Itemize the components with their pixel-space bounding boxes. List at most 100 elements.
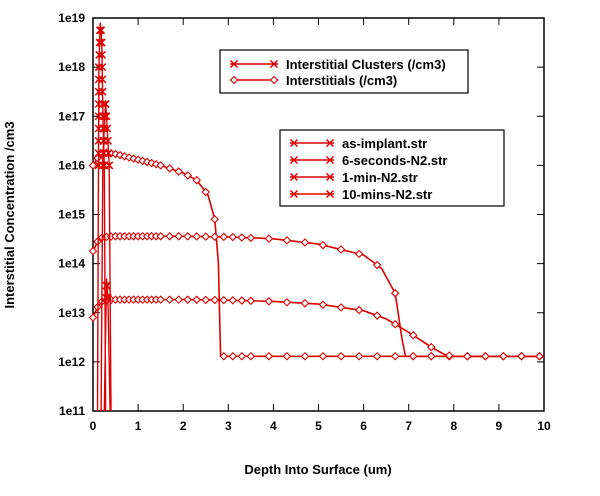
diamond-marker [228,296,238,305]
diamond-marker [219,352,229,361]
x-tick-label: 7 [405,419,412,433]
x-marker [102,293,111,302]
diamond-marker [246,296,256,306]
x-marker [100,112,109,121]
diamond-marker [372,352,382,361]
diamond-marker [183,232,192,241]
interstitials-series [88,232,544,361]
y-tick-label: 1e19 [58,11,85,25]
x-marker [105,161,114,170]
diamond-marker [354,305,364,315]
diamond-marker [426,352,436,361]
y-tick-label: 1e12 [58,355,85,369]
diamond-marker [336,303,346,312]
x-marker [98,75,107,84]
diamond-marker [129,154,138,163]
diamond-marker [300,299,310,308]
diamond-marker [237,233,247,242]
legend-label: Interstitials (/cm3) [286,73,397,88]
diamond-marker [282,297,292,307]
x-marker [325,138,335,148]
diamond-marker [192,175,202,185]
diamond-marker [192,232,202,241]
diamond-marker [88,161,98,170]
diamond-marker [93,153,102,163]
diamond-marker [174,232,183,241]
diamond-marker [237,352,247,361]
x-marker [103,136,112,145]
x-marker [103,293,112,302]
x-tick-label: 10 [537,419,551,433]
diamond-marker [372,311,382,320]
diamond-marker [246,352,256,361]
x-tick-label: 8 [450,419,457,433]
x-tick-label: 1 [135,419,142,433]
x-marker [98,63,107,72]
diamond-marker [88,313,98,322]
diamond-marker [318,240,328,250]
x-marker [95,26,105,35]
x-marker [95,38,104,47]
x-marker [95,50,104,59]
diamond-marker [201,232,211,241]
diamond-marker [156,295,165,304]
x-marker [289,189,299,199]
clusters-line [103,278,111,412]
diamond-marker [219,232,229,242]
x-marker [289,155,299,165]
diamond-marker [372,260,382,270]
diamond-marker [264,297,274,306]
x-tick-label: 0 [90,419,97,433]
diamond-marker [174,167,183,176]
diamond-marker [210,232,220,241]
x-marker [102,112,111,121]
diamond-marker [210,295,220,305]
x-marker [97,38,106,47]
diamond-marker [354,249,364,259]
y-axis-label: Interstitial Concentration /cm3 [2,121,17,308]
y-tick-label: 1e18 [58,60,85,74]
legend-types: Interstitial Clusters (/cm3)Interstitial… [219,49,469,94]
x-tick-label: 3 [225,419,232,433]
diamond-marker [142,157,152,167]
diamond-marker [165,232,174,241]
legend-files: as-implant.str 6-seconds-N2.str 1-min-N2.s… [279,129,505,207]
y-tick-label: 1e15 [58,208,85,222]
diamond-marker [183,295,192,304]
diamond-marker [228,232,238,242]
diamond-marker [390,319,400,329]
x-tick-label: 4 [270,419,277,433]
x-marker [94,75,103,84]
diamond-marker [336,245,346,254]
diamond-marker [133,155,143,165]
diamond-marker [120,152,129,161]
interstitials-line [92,298,544,358]
diamond-marker [318,352,328,361]
diamond-marker [463,352,472,361]
diamond-marker [183,171,192,180]
diamond-marker [219,295,229,305]
x-marker [104,149,113,158]
diamond-marker [156,161,165,170]
diamond-marker [445,351,454,360]
diamond-marker [201,295,211,305]
diamond-marker [151,159,161,169]
diamond-marker [165,164,174,173]
diamond-marker [300,352,310,361]
x-marker [98,87,107,96]
diamond-marker [246,233,256,243]
x-marker [98,50,107,59]
diamond-marker [192,295,202,305]
diamond-marker [228,352,238,361]
legend-types-box [219,49,469,94]
series-layer [88,22,544,412]
diamond-marker [300,238,310,247]
y-tick-label: 1e16 [58,158,85,172]
diamond-marker [115,150,125,160]
x-marker [289,138,299,148]
clusters-series [98,99,114,412]
interstitials-series [88,295,544,361]
diamond-marker [88,246,98,256]
